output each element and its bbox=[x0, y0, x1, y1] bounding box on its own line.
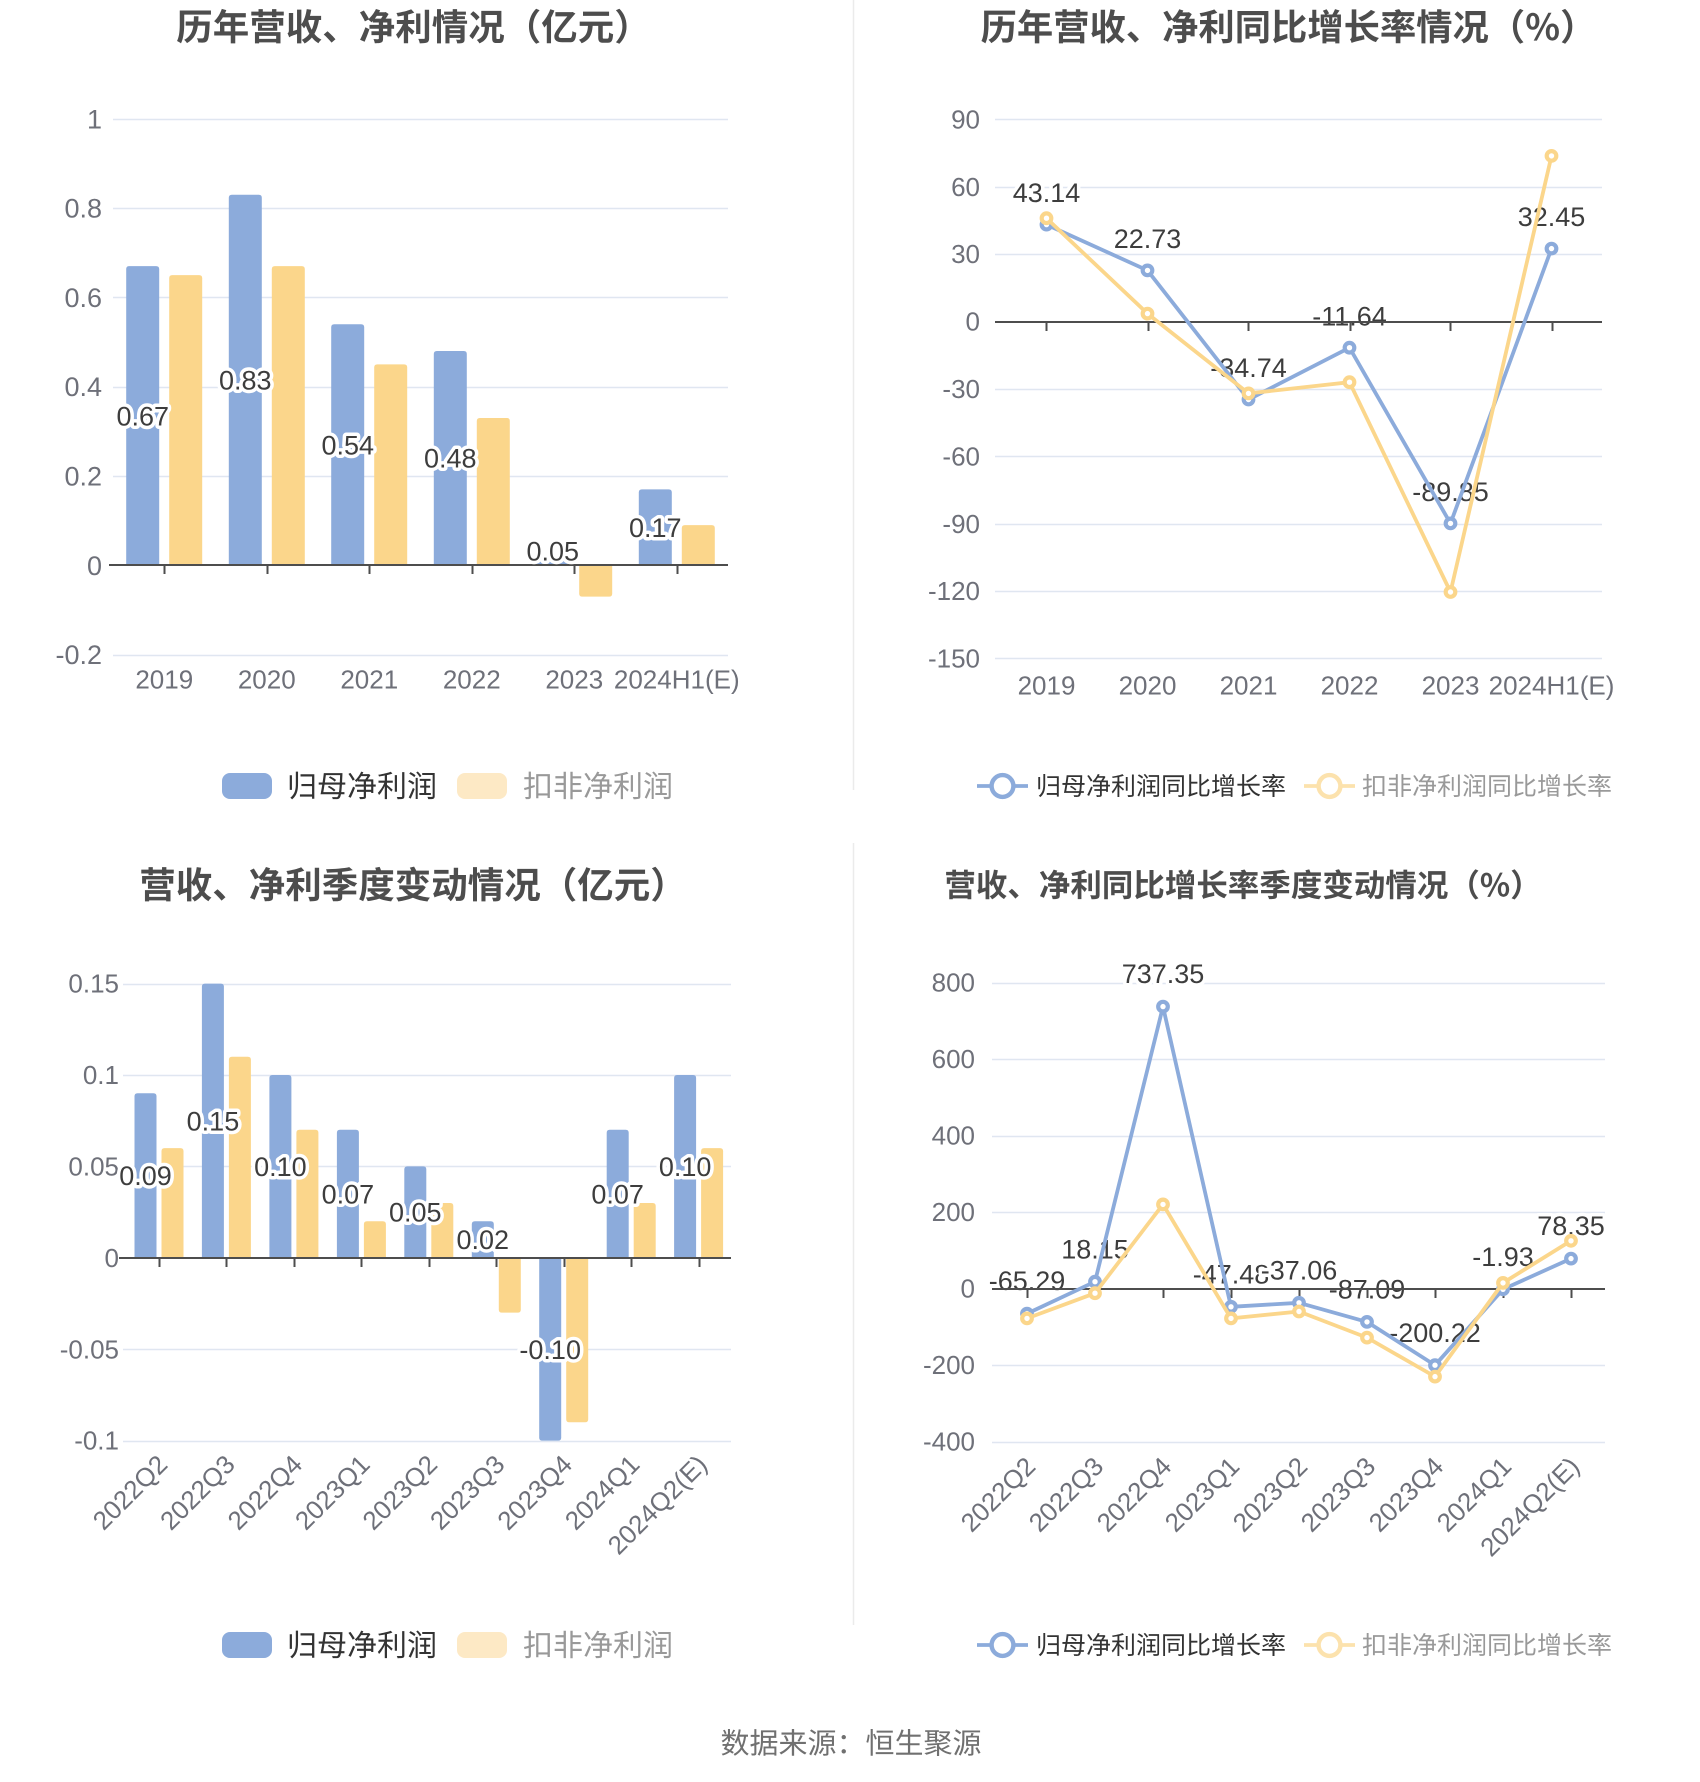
svg-text:-400: -400 bbox=[923, 1427, 975, 1457]
svg-text:-120: -120 bbox=[928, 576, 980, 606]
svg-text:2021: 2021 bbox=[1220, 671, 1278, 701]
svg-text:0: 0 bbox=[961, 1274, 975, 1304]
svg-text:737.35: 737.35 bbox=[1122, 959, 1205, 989]
svg-text:800: 800 bbox=[932, 968, 975, 998]
svg-text:0: 0 bbox=[966, 307, 980, 337]
svg-text:400: 400 bbox=[932, 1121, 975, 1151]
svg-text:0.83: 0.83 bbox=[219, 366, 272, 396]
svg-text:0.09: 0.09 bbox=[119, 1161, 172, 1191]
svg-text:0.02: 0.02 bbox=[456, 1225, 509, 1255]
svg-text:32.45: 32.45 bbox=[1518, 202, 1586, 232]
svg-text:0.07: 0.07 bbox=[322, 1179, 375, 1209]
svg-text:-0.05: -0.05 bbox=[60, 1334, 119, 1364]
svg-text:2023: 2023 bbox=[545, 665, 603, 695]
svg-text:-0.2: -0.2 bbox=[55, 640, 102, 670]
svg-text:0.2: 0.2 bbox=[64, 461, 102, 491]
svg-text:0.4: 0.4 bbox=[64, 372, 102, 402]
svg-text:43.14: 43.14 bbox=[1013, 178, 1081, 208]
svg-text:2024H1(E): 2024H1(E) bbox=[614, 665, 740, 695]
svg-text:2020: 2020 bbox=[1119, 671, 1177, 701]
svg-text:0.54: 0.54 bbox=[321, 430, 374, 460]
svg-text:0.05: 0.05 bbox=[526, 537, 579, 567]
svg-text:2022: 2022 bbox=[443, 665, 501, 695]
svg-text:-37.06: -37.06 bbox=[1261, 1255, 1338, 1285]
svg-text:2019: 2019 bbox=[1018, 671, 1076, 701]
svg-text:0.6: 0.6 bbox=[64, 283, 102, 313]
svg-text:200: 200 bbox=[932, 1197, 975, 1227]
svg-text:22.73: 22.73 bbox=[1114, 224, 1182, 254]
svg-text:2023: 2023 bbox=[1422, 671, 1480, 701]
svg-text:0.07: 0.07 bbox=[591, 1179, 644, 1209]
svg-text:2021: 2021 bbox=[340, 665, 398, 695]
svg-text:0.8: 0.8 bbox=[64, 194, 102, 224]
svg-text:0.05: 0.05 bbox=[68, 1152, 119, 1182]
svg-text:2022: 2022 bbox=[1321, 671, 1379, 701]
svg-text:30: 30 bbox=[951, 239, 980, 269]
svg-text:0.1: 0.1 bbox=[83, 1060, 119, 1090]
svg-text:600: 600 bbox=[932, 1044, 975, 1074]
svg-text:0: 0 bbox=[87, 551, 102, 581]
svg-text:0: 0 bbox=[105, 1243, 119, 1273]
svg-text:-30: -30 bbox=[942, 374, 980, 404]
svg-text:0.10: 0.10 bbox=[254, 1152, 307, 1182]
svg-text:0.67: 0.67 bbox=[116, 401, 169, 431]
svg-text:60: 60 bbox=[951, 172, 980, 202]
svg-text:0.17: 0.17 bbox=[629, 513, 682, 543]
svg-text:0.15: 0.15 bbox=[187, 1106, 240, 1136]
svg-text:-200: -200 bbox=[923, 1350, 975, 1380]
svg-text:90: 90 bbox=[951, 104, 980, 134]
svg-text:0.10: 0.10 bbox=[659, 1152, 712, 1182]
svg-text:2024H1(E): 2024H1(E) bbox=[1489, 671, 1615, 701]
svg-text:0.05: 0.05 bbox=[389, 1198, 442, 1228]
svg-text:0.48: 0.48 bbox=[424, 444, 477, 474]
svg-text:2020: 2020 bbox=[238, 665, 296, 695]
svg-text:-90: -90 bbox=[942, 509, 980, 539]
svg-text:-0.10: -0.10 bbox=[519, 1335, 581, 1365]
svg-text:2019: 2019 bbox=[135, 665, 193, 695]
svg-text:-60: -60 bbox=[942, 441, 980, 471]
svg-text:-150: -150 bbox=[928, 644, 980, 674]
svg-text:1: 1 bbox=[87, 104, 102, 134]
svg-text:-0.1: -0.1 bbox=[74, 1426, 119, 1456]
svg-text:0.15: 0.15 bbox=[68, 969, 119, 999]
